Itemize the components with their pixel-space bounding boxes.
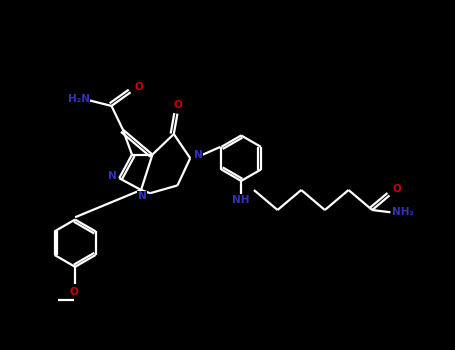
Text: O: O: [393, 184, 402, 194]
Text: N: N: [193, 150, 202, 160]
Text: N: N: [137, 191, 147, 201]
Text: O: O: [174, 99, 183, 110]
Text: O: O: [134, 82, 143, 92]
Text: N: N: [108, 172, 117, 181]
Text: H₂N: H₂N: [68, 94, 90, 104]
Text: O: O: [69, 287, 78, 297]
Text: NH₂: NH₂: [392, 207, 414, 217]
Text: NH: NH: [233, 195, 250, 205]
